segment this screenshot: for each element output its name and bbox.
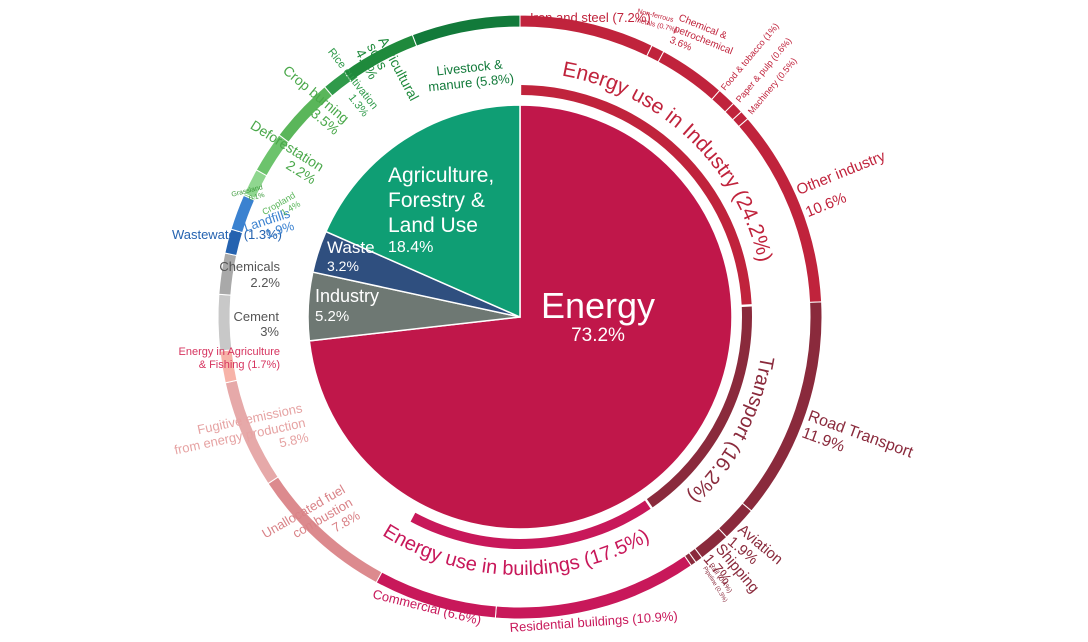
inner-ring-transport xyxy=(646,306,752,508)
pie-label-waste: Waste 3.2% xyxy=(327,238,375,274)
outer-label-wastewater: Wastewater (1.3%) xyxy=(172,227,282,242)
pie-slice-agriculture-forestry-and-land-use xyxy=(324,104,521,319)
outer-label-energy-in-agriculture-and-fishing: Energy in Agriculture & Fishing (1.7%) xyxy=(179,346,281,371)
outer-ring-livestock-and-manure xyxy=(411,14,521,47)
outer-label-road-transport: Road Transport11.9% xyxy=(799,408,915,479)
outer-label-livestock-and-manure: Livestock &manure (5.8%) xyxy=(426,56,515,95)
pie-label-energy: Energy 73.2% xyxy=(541,285,655,346)
outer-label-crop-burning: Crop burning3.5% xyxy=(270,62,352,138)
outer-label-iron-and-steel: Iron and steel (7.2%) xyxy=(530,10,651,25)
inner-ring-energy-use-in-buildings xyxy=(410,500,651,549)
pie-layer xyxy=(307,104,733,530)
outer-ring-cement xyxy=(217,293,233,352)
outer-ring-layer xyxy=(217,14,823,620)
outer-label-other-industry: Other industry10.6% xyxy=(794,147,897,220)
pie-label-industry: Industry 5.2% xyxy=(315,286,379,325)
outer-label-chemicals: Chemicals 2.2% xyxy=(219,259,280,290)
outer-ring-chemical-and-petrochemical xyxy=(657,50,721,101)
inner-ring-layer xyxy=(410,85,752,549)
pie-label-agriculture-forestry-and-land-use: Agriculture, Forestry & Land Use 18.4% xyxy=(388,164,494,256)
inner-ring-energy-use-in-industry xyxy=(521,85,752,305)
outer-label-cement: Cement 3% xyxy=(233,309,279,339)
